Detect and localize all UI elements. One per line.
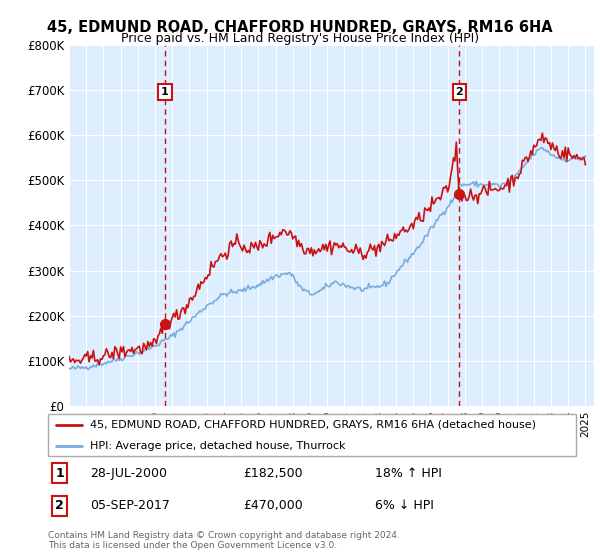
Text: HPI: Average price, detached house, Thurrock: HPI: Average price, detached house, Thur… <box>90 441 346 451</box>
Text: Price paid vs. HM Land Registry's House Price Index (HPI): Price paid vs. HM Land Registry's House … <box>121 32 479 45</box>
Text: 45, EDMUND ROAD, CHAFFORD HUNDRED, GRAYS, RM16 6HA: 45, EDMUND ROAD, CHAFFORD HUNDRED, GRAYS… <box>47 20 553 35</box>
Text: £470,000: £470,000 <box>244 499 303 512</box>
Text: 1: 1 <box>161 87 169 97</box>
Text: 6% ↓ HPI: 6% ↓ HPI <box>376 499 434 512</box>
Text: 2: 2 <box>455 87 463 97</box>
Text: 18% ↑ HPI: 18% ↑ HPI <box>376 467 442 480</box>
FancyBboxPatch shape <box>48 414 576 456</box>
Text: 1: 1 <box>55 467 64 480</box>
Text: Contains HM Land Registry data © Crown copyright and database right 2024.
This d: Contains HM Land Registry data © Crown c… <box>48 531 400 550</box>
Text: 05-SEP-2017: 05-SEP-2017 <box>90 499 170 512</box>
Text: 2: 2 <box>55 499 64 512</box>
Text: 45, EDMUND ROAD, CHAFFORD HUNDRED, GRAYS, RM16 6HA (detached house): 45, EDMUND ROAD, CHAFFORD HUNDRED, GRAYS… <box>90 420 536 430</box>
Text: £182,500: £182,500 <box>244 467 303 480</box>
Text: 28-JUL-2000: 28-JUL-2000 <box>90 467 167 480</box>
